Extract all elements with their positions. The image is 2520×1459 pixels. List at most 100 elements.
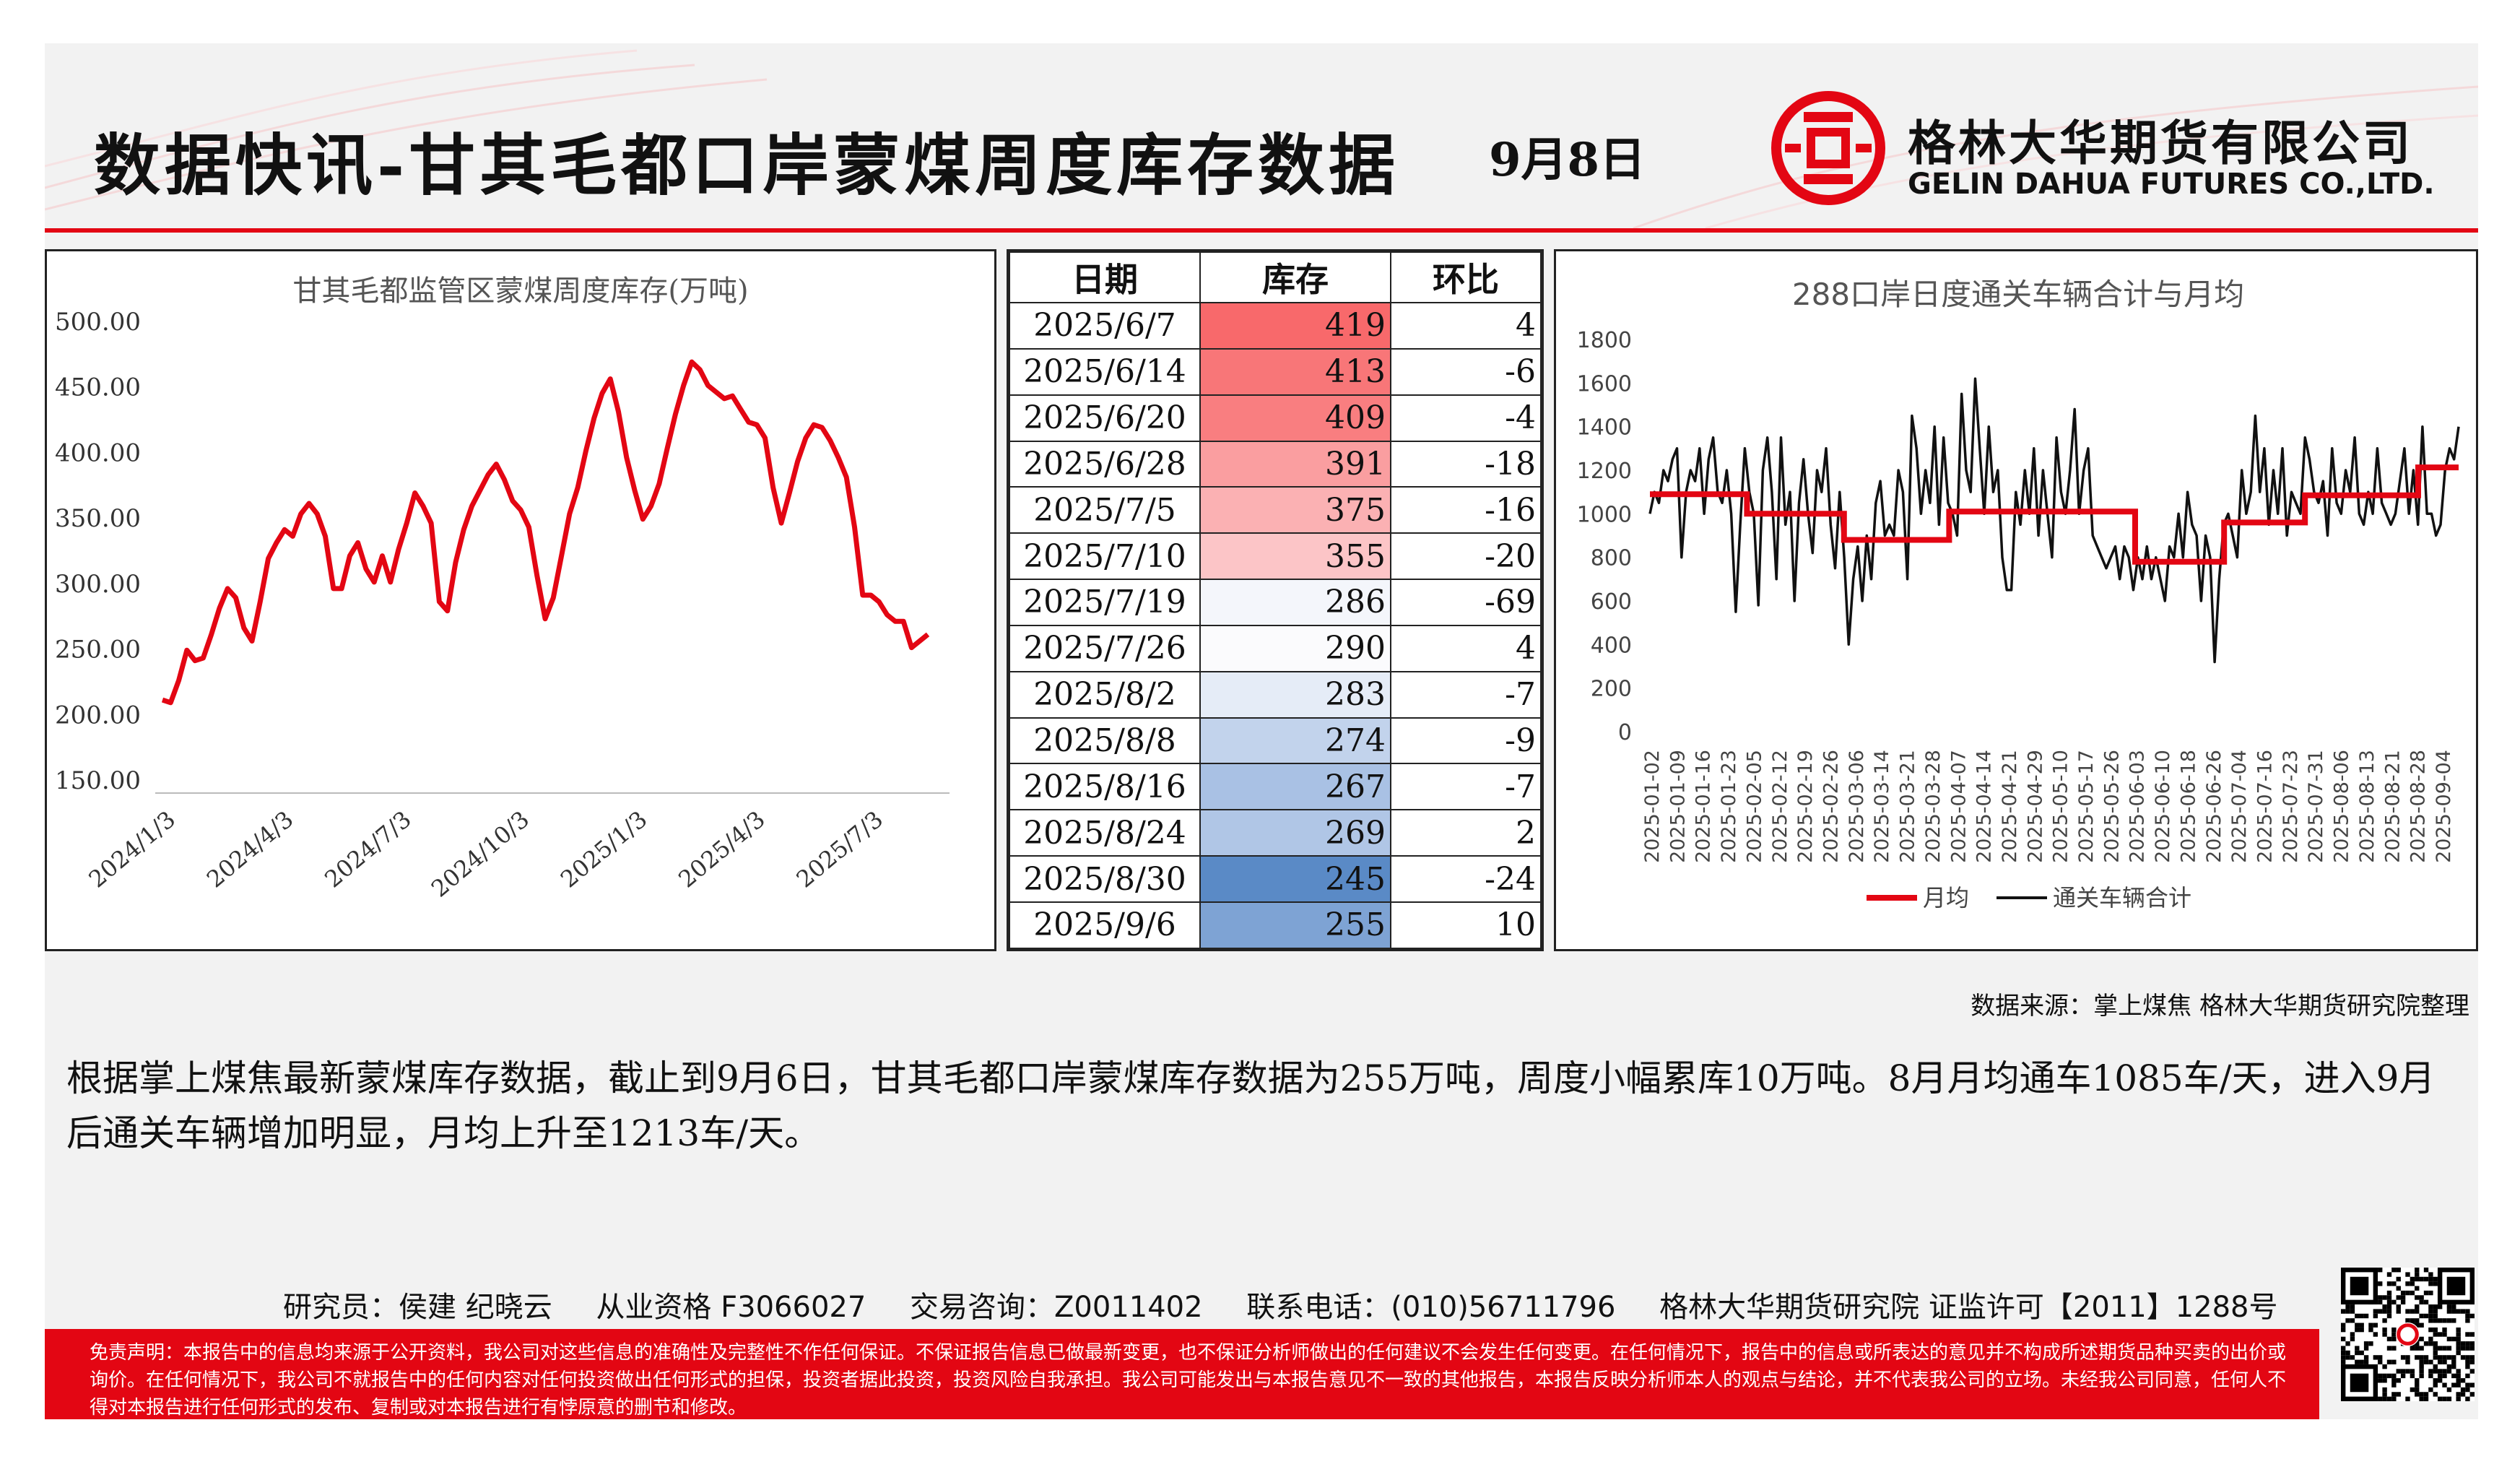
header-stock: 库存 — [1199, 251, 1391, 303]
qr-module — [2405, 1290, 2410, 1296]
qr-module — [2350, 1309, 2355, 1314]
vehicle-line-chart: 288口岸日度通关车辆合计与月均 1800 1600 1400 1200 1000 800 6… — [1577, 277, 2460, 912]
y-tick-label: 1800 — [1577, 328, 1632, 353]
row-change: -16 — [1390, 486, 1542, 534]
qr-module — [2350, 1332, 2355, 1337]
row-date: 2025/8/8 — [1009, 716, 1201, 765]
qr-module — [2442, 1369, 2447, 1374]
qr-module — [2391, 1373, 2397, 1379]
qr-module — [2405, 1309, 2410, 1314]
qr-module — [2460, 1355, 2466, 1360]
qr-module — [2423, 1290, 2429, 1296]
qr-module — [2433, 1341, 2438, 1346]
qr-module — [2382, 1387, 2387, 1393]
qr-module — [2415, 1276, 2420, 1282]
row-date: 2025/8/30 — [1009, 855, 1201, 903]
qr-module — [2419, 1313, 2424, 1319]
row-date: 2025/6/7 — [1009, 302, 1201, 350]
x-tick-label: 2025-02-12 — [1769, 750, 1791, 863]
data-source: 数据来源：掌上煤焦 格林大华期货研究院整理 — [1971, 992, 2469, 1021]
report-date: 9月8日 — [1489, 133, 1646, 187]
row-change: -4 — [1390, 394, 1542, 442]
x-tick-label: 2025-01-16 — [1693, 750, 1715, 863]
table-row: 2025/6/14 413 -6 — [1009, 347, 1542, 396]
qr-module — [2355, 1350, 2360, 1356]
qr-module — [2359, 1350, 2364, 1356]
qr-module — [2373, 1309, 2378, 1314]
qr-module — [2386, 1290, 2392, 1296]
qr-module — [2451, 1373, 2456, 1379]
qr-module — [2405, 1396, 2410, 1401]
qr-module — [2415, 1309, 2420, 1314]
qr-module — [2382, 1396, 2387, 1401]
qr-module — [2378, 1281, 2383, 1286]
row-stock: 375 — [1199, 486, 1391, 534]
qr-module — [2465, 1346, 2470, 1351]
x-tick-label: 2024/10/3 — [426, 805, 534, 903]
table-row: 2025/7/19 286 -69 — [1009, 579, 1542, 626]
y-tick-label: 1400 — [1577, 415, 1632, 441]
qr-module — [2423, 1299, 2429, 1305]
qr-module — [2465, 1332, 2470, 1337]
qr-module — [2456, 1332, 2461, 1337]
consult-number: 交易咨询：Z0011402 — [910, 1291, 1203, 1324]
header-wave-decoration — [45, 49, 2478, 228]
qr-module — [2442, 1355, 2447, 1360]
row-change: 2 — [1390, 809, 1542, 857]
qr-module — [2423, 1392, 2429, 1397]
x-tick-label: 2025-02-19 — [1794, 750, 1817, 863]
qr-module — [2460, 1392, 2466, 1397]
qr-module — [2460, 1309, 2466, 1314]
qr-module — [2396, 1286, 2401, 1291]
inventory-series-line — [161, 359, 930, 706]
x-tick-label: 2025-02-05 — [1743, 750, 1765, 863]
qr-module — [2428, 1313, 2433, 1319]
y-tick-label: 800 — [1591, 546, 1632, 571]
qr-module — [2437, 1304, 2443, 1309]
qr-module — [2386, 1295, 2392, 1300]
qr-module — [2446, 1355, 2452, 1360]
qr-module — [2451, 1336, 2456, 1342]
qr-module — [2400, 1295, 2406, 1300]
qr-module — [2386, 1281, 2392, 1286]
x-tick-label: 2025-04-29 — [2024, 750, 2046, 863]
qr-module — [2415, 1392, 2420, 1397]
qr-module — [2386, 1396, 2392, 1401]
qr-module — [2382, 1373, 2387, 1379]
qr-module — [2446, 1396, 2452, 1401]
row-change: -18 — [1390, 440, 1542, 488]
row-change: -69 — [1390, 579, 1542, 626]
qr-module — [2386, 1336, 2392, 1342]
qr-module — [2410, 1346, 2415, 1351]
qr-module — [2428, 1359, 2433, 1364]
contact-line: 研究员：侯建 纪晓云 从业资格 F3066027 交易咨询：Z0011402 联… — [283, 1283, 2312, 1325]
qr-module — [2419, 1373, 2424, 1379]
qr-module — [2391, 1359, 2397, 1364]
row-change: -9 — [1390, 716, 1542, 765]
qr-module — [2363, 1359, 2369, 1364]
qr-module — [2396, 1268, 2401, 1273]
qr-module — [2415, 1346, 2420, 1351]
row-date: 2025/7/19 — [1009, 579, 1201, 626]
qr-module — [2428, 1369, 2433, 1374]
qr-module — [2428, 1276, 2433, 1282]
qr-module — [2391, 1396, 2397, 1401]
qr-module — [2446, 1318, 2452, 1323]
qr-module — [2437, 1346, 2443, 1351]
qr-module — [2400, 1373, 2406, 1379]
x-tick-label: 2024/4/3 — [201, 805, 299, 893]
qr-module — [2341, 1336, 2346, 1342]
qr-code-icon[interactable] — [2341, 1268, 2475, 1401]
qr-module — [2456, 1392, 2461, 1397]
qr-module — [2396, 1369, 2401, 1374]
qr-module — [2456, 1346, 2461, 1351]
company-name-en: GELIN DAHUA FUTURES CO.,LTD. — [1908, 168, 2435, 201]
qr-module — [2345, 1341, 2350, 1346]
qr-module — [2396, 1309, 2401, 1314]
qr-module — [2433, 1364, 2438, 1369]
qr-module — [2405, 1272, 2410, 1277]
row-stock: 269 — [1199, 809, 1391, 857]
row-change: -24 — [1390, 855, 1542, 903]
qr-module — [2405, 1281, 2410, 1286]
y-tick-label: 1200 — [1577, 459, 1632, 484]
